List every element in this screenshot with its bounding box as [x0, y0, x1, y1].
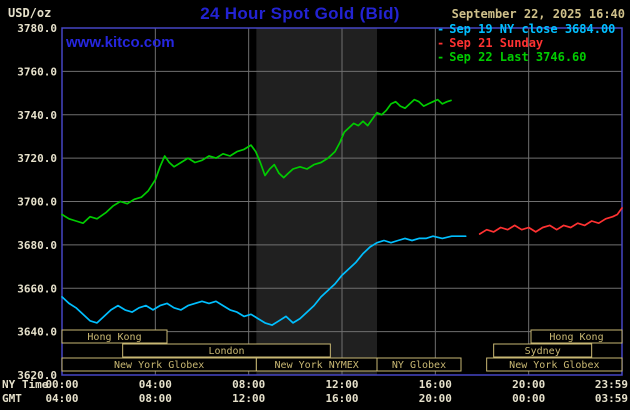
y-axis-label: 3720.0	[17, 152, 57, 165]
legend-line-marker: -	[437, 22, 445, 36]
x-axis-label-gmt: 03:59	[595, 392, 628, 405]
legend-label: Sep 21 Sunday	[449, 36, 544, 50]
plot-border	[61, 27, 623, 376]
chart-datetime: September 22, 2025 16:40	[451, 7, 625, 21]
x-axis-label-ny: 08:00	[232, 378, 265, 391]
legend: - Sep 19 NY close 3684.00- Sep 21 Sunday - S…	[437, 22, 615, 64]
x-axis-label-gmt: 20:00	[419, 392, 452, 405]
legend-item: - Sep 19 NY close 3684.00	[437, 22, 615, 36]
legend-label: Sep 22 Last 3746.60	[449, 50, 587, 64]
session-label: New York Globex	[114, 360, 204, 371]
legend-line-marker: -	[437, 50, 445, 64]
x-axis-label-ny: 12:00	[325, 378, 358, 391]
price-line-sep19	[61, 235, 467, 326]
session-box	[122, 343, 331, 358]
session-label: Sydney	[525, 346, 561, 357]
ny-time-row-label: NY Time	[2, 378, 49, 391]
y-axis-label: 3760.0	[17, 65, 57, 78]
chart-title: 24 Hour Spot Gold (Bid)	[200, 4, 400, 23]
y-axis-label: 3620.0	[17, 369, 57, 382]
legend-item: - Sep 21 Sunday	[437, 36, 615, 50]
price-line-sep22	[61, 98, 452, 225]
x-axis-label-ny: 23:59	[595, 378, 628, 391]
y-axis-label: 3680.0	[17, 239, 57, 252]
legend-item: - Sep 22 Last 3746.60	[437, 50, 615, 64]
y-axis-label: 3700.0	[17, 196, 57, 209]
legend-line-marker: -	[437, 36, 445, 50]
price-line-sep21	[478, 207, 623, 235]
x-axis-label-ny: 20:00	[512, 378, 545, 391]
x-axis-label-ny: 16:00	[419, 378, 452, 391]
gmt-row-label: GMT	[2, 392, 22, 405]
x-axis-label-gmt: 12:00	[232, 392, 265, 405]
legend-label: Sep 19 NY close 3684.00	[449, 22, 616, 36]
session-box	[530, 329, 623, 344]
session-label: Hong Kong	[549, 332, 603, 343]
session-label: London	[208, 346, 244, 357]
x-axis-label-ny: 00:00	[45, 378, 78, 391]
y-axis-label: 3740.0	[17, 109, 57, 122]
session-label: NY Globex	[392, 360, 446, 371]
session-label: New York NYMEX	[275, 360, 359, 371]
kitco-watermark-link[interactable]: www.kitco.com	[66, 34, 175, 51]
x-axis-label-ny: 04:00	[139, 378, 172, 391]
x-axis-label-gmt: 16:00	[325, 392, 358, 405]
y-axis-unit-label: USD/oz	[8, 6, 52, 20]
x-axis-label-gmt: 04:00	[45, 392, 78, 405]
y-axis-label: 3640.0	[17, 326, 57, 339]
session-label: Hong Kong	[87, 332, 141, 343]
session-box	[376, 357, 462, 372]
x-axis-label-gmt: 08:00	[139, 392, 172, 405]
y-axis-label: 3780.0	[17, 22, 57, 35]
y-axis-label: 3660.0	[17, 282, 57, 295]
x-axis-label-gmt: 00:00	[512, 392, 545, 405]
session-box	[61, 329, 168, 344]
session-box	[493, 343, 593, 358]
session-label: New York Globex	[509, 360, 599, 371]
session-box	[486, 357, 623, 372]
